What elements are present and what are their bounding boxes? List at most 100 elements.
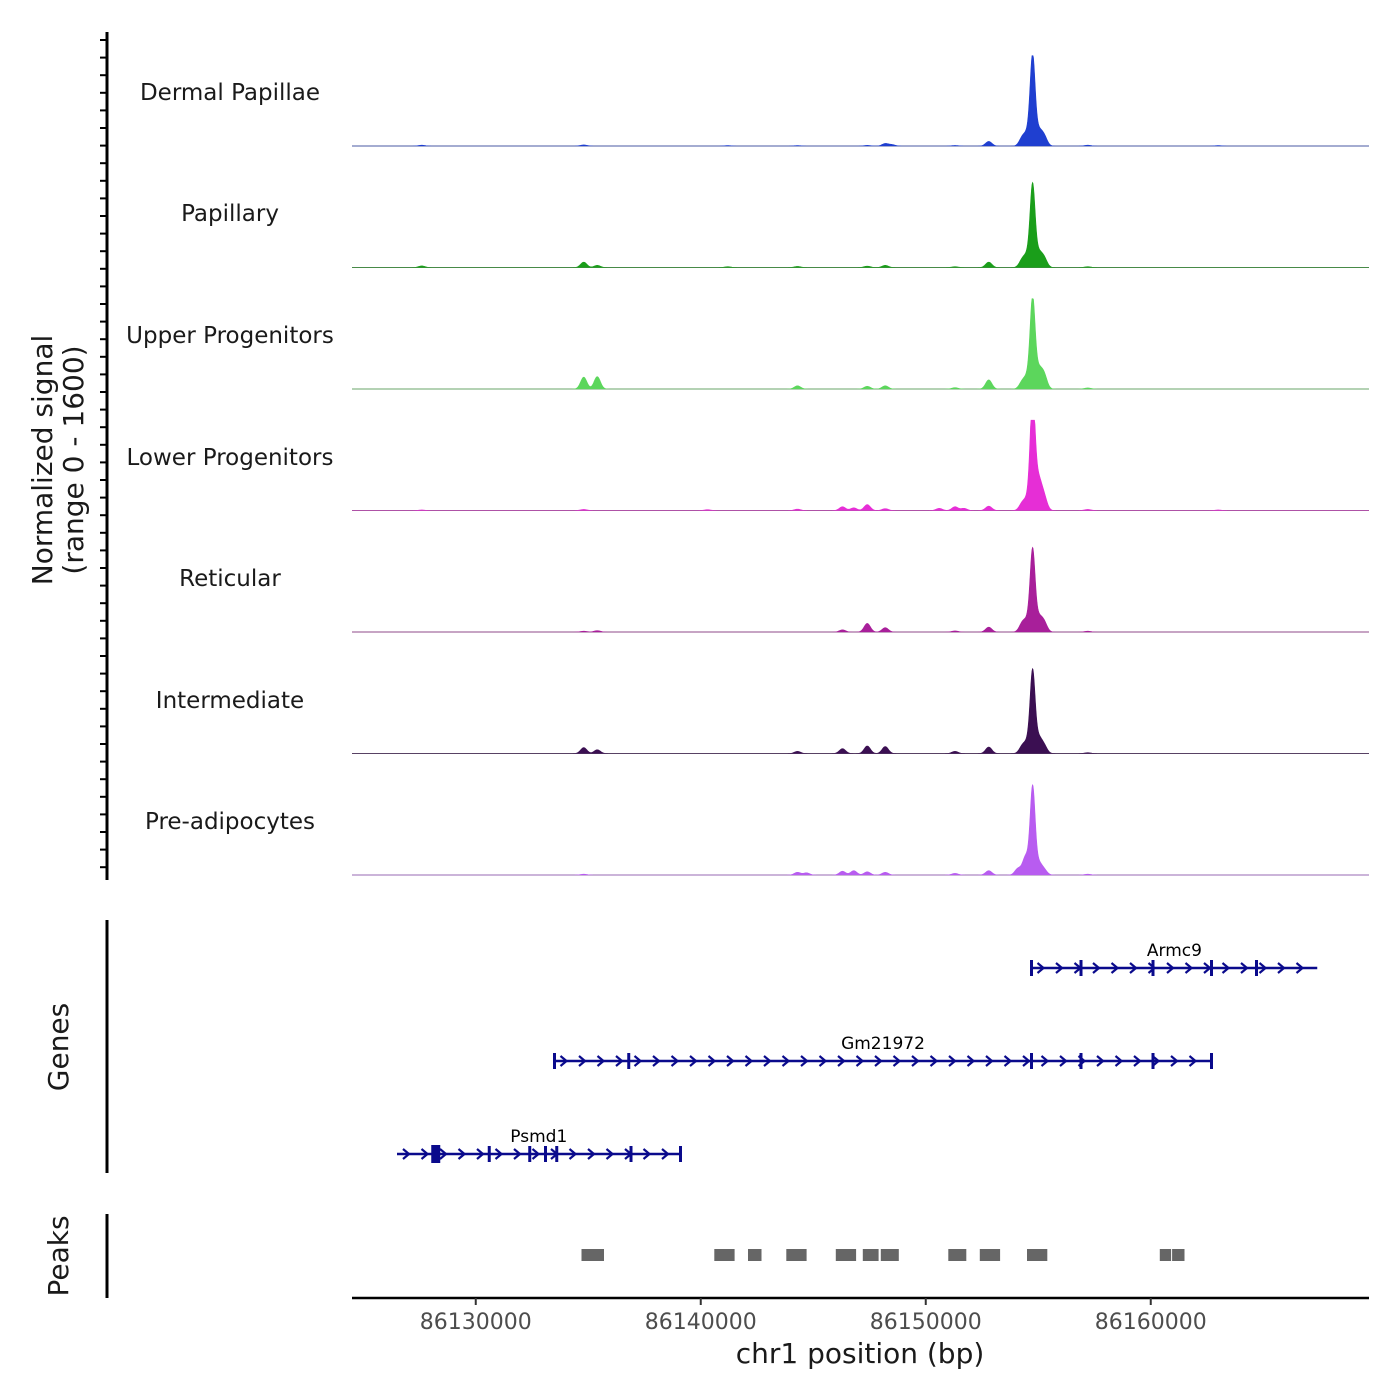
strand-arrow xyxy=(689,1055,698,1067)
peak-region xyxy=(1027,1249,1048,1261)
peak-region xyxy=(581,1249,604,1261)
track-label-pre-adipocytes: Pre-adipocytes xyxy=(145,809,315,835)
strand-arrow xyxy=(781,1055,791,1067)
strand-arrow xyxy=(855,1055,865,1067)
exon xyxy=(487,1146,491,1162)
exon xyxy=(1210,960,1213,976)
coverage-track xyxy=(352,181,1369,268)
track-label-reticular: Reticular xyxy=(179,566,281,592)
exon xyxy=(629,1146,633,1162)
exon xyxy=(544,1146,547,1162)
strand-arrow xyxy=(439,1148,448,1160)
exon xyxy=(1210,1053,1213,1069)
y-axis-title-line1: Normalized signal xyxy=(26,335,59,586)
gene-model: Psmd1 xyxy=(397,1127,682,1163)
strand-arrow xyxy=(1170,1055,1179,1067)
strand-arrow xyxy=(948,1055,957,1067)
strand-arrow xyxy=(892,1055,902,1067)
exon xyxy=(528,1146,532,1162)
coverage-area xyxy=(352,55,1369,147)
coverage-area xyxy=(352,419,1369,511)
exon xyxy=(1030,960,1033,976)
strand-arrow xyxy=(578,1055,587,1067)
x-axis-title: chr1 position (bp) xyxy=(736,1337,985,1370)
track-label-upper-progenitors: Upper Progenitors xyxy=(126,323,334,349)
exon xyxy=(553,1053,556,1069)
coverage-area xyxy=(352,546,1369,633)
strand-arrow xyxy=(457,1148,467,1160)
strand-arrow xyxy=(559,1055,569,1067)
peak-region xyxy=(948,1249,967,1261)
strand-arrow xyxy=(929,1055,939,1067)
strand-arrow xyxy=(661,1148,670,1160)
strand-arrow xyxy=(596,1055,606,1067)
strand-arrow xyxy=(568,1148,578,1160)
peak-region xyxy=(835,1249,857,1261)
strand-arrow xyxy=(763,1055,772,1067)
strand-arrow xyxy=(1096,1055,1105,1067)
track-label-dermal-papillae: Dermal Papillae xyxy=(140,80,320,106)
track-label-lower-progenitors: Lower Progenitors xyxy=(127,445,334,471)
peak-region xyxy=(862,1249,879,1261)
strand-arrow xyxy=(1022,1055,1031,1067)
strand-arrow xyxy=(1240,962,1249,974)
x-tick-label: 86150000 xyxy=(870,1310,982,1335)
coverage-area xyxy=(352,181,1369,268)
strand-arrow xyxy=(1114,1055,1124,1067)
strand-arrow xyxy=(1003,1055,1013,1067)
gene-label: Gm21972 xyxy=(841,1034,925,1054)
strand-arrow xyxy=(1277,962,1286,974)
coverage-axis xyxy=(100,32,109,880)
gene-label: Psmd1 xyxy=(510,1127,567,1147)
strand-arrow xyxy=(633,1055,643,1067)
strand-arrow xyxy=(966,1055,976,1067)
strand-arrow xyxy=(707,1055,717,1067)
peak-region xyxy=(880,1249,899,1261)
coverage-area xyxy=(352,298,1369,390)
peak-region xyxy=(1159,1249,1172,1261)
y-axis-title: Normalized signal (range 0 - 1600) xyxy=(26,335,90,586)
coverage-track xyxy=(352,419,1369,511)
exon xyxy=(1079,1053,1083,1069)
exon xyxy=(1151,1053,1155,1069)
strand-arrow xyxy=(1055,962,1064,974)
strand-arrow xyxy=(874,1055,883,1067)
y-axis-title-line2: (range 0 - 1600) xyxy=(57,345,90,574)
strand-arrow xyxy=(652,1055,661,1067)
strand-arrow xyxy=(1036,962,1046,974)
gene-models: Armc9 Gm21972 Psmd1 xyxy=(397,941,1318,1163)
gene-model: Gm21972 xyxy=(553,1034,1213,1069)
coverage-area xyxy=(352,784,1369,876)
strand-arrow xyxy=(670,1055,680,1067)
strand-arrow xyxy=(1133,1055,1142,1067)
peak-region xyxy=(1172,1249,1185,1261)
peak-regions xyxy=(581,1249,1185,1261)
strand-arrow xyxy=(1092,962,1101,974)
strand-arrow xyxy=(1258,962,1268,974)
strand-arrow xyxy=(1221,962,1231,974)
strand-arrow xyxy=(800,1055,809,1067)
peak-region xyxy=(714,1249,735,1261)
peaks-track-label: Peaks xyxy=(42,1215,75,1296)
exon xyxy=(679,1146,682,1162)
strand-arrow xyxy=(744,1055,754,1067)
strand-arrow xyxy=(476,1148,485,1160)
strand-arrow xyxy=(1110,962,1120,974)
genes-track-label: Genes xyxy=(42,1003,75,1091)
exon xyxy=(1151,960,1155,976)
exon xyxy=(1255,960,1258,976)
strand-arrow xyxy=(1188,1055,1198,1067)
exon xyxy=(1079,960,1083,976)
exon xyxy=(1030,1053,1033,1069)
strand-arrow xyxy=(818,1055,828,1067)
strand-arrow xyxy=(1059,1055,1068,1067)
strand-arrow xyxy=(513,1148,522,1160)
gene-label: Armc9 xyxy=(1147,941,1202,961)
coverage-track xyxy=(352,55,1369,147)
strand-arrow xyxy=(1129,962,1138,974)
strand-arrow xyxy=(402,1148,411,1160)
strand-arrow xyxy=(494,1148,504,1160)
gene-model: Armc9 xyxy=(1030,941,1318,976)
